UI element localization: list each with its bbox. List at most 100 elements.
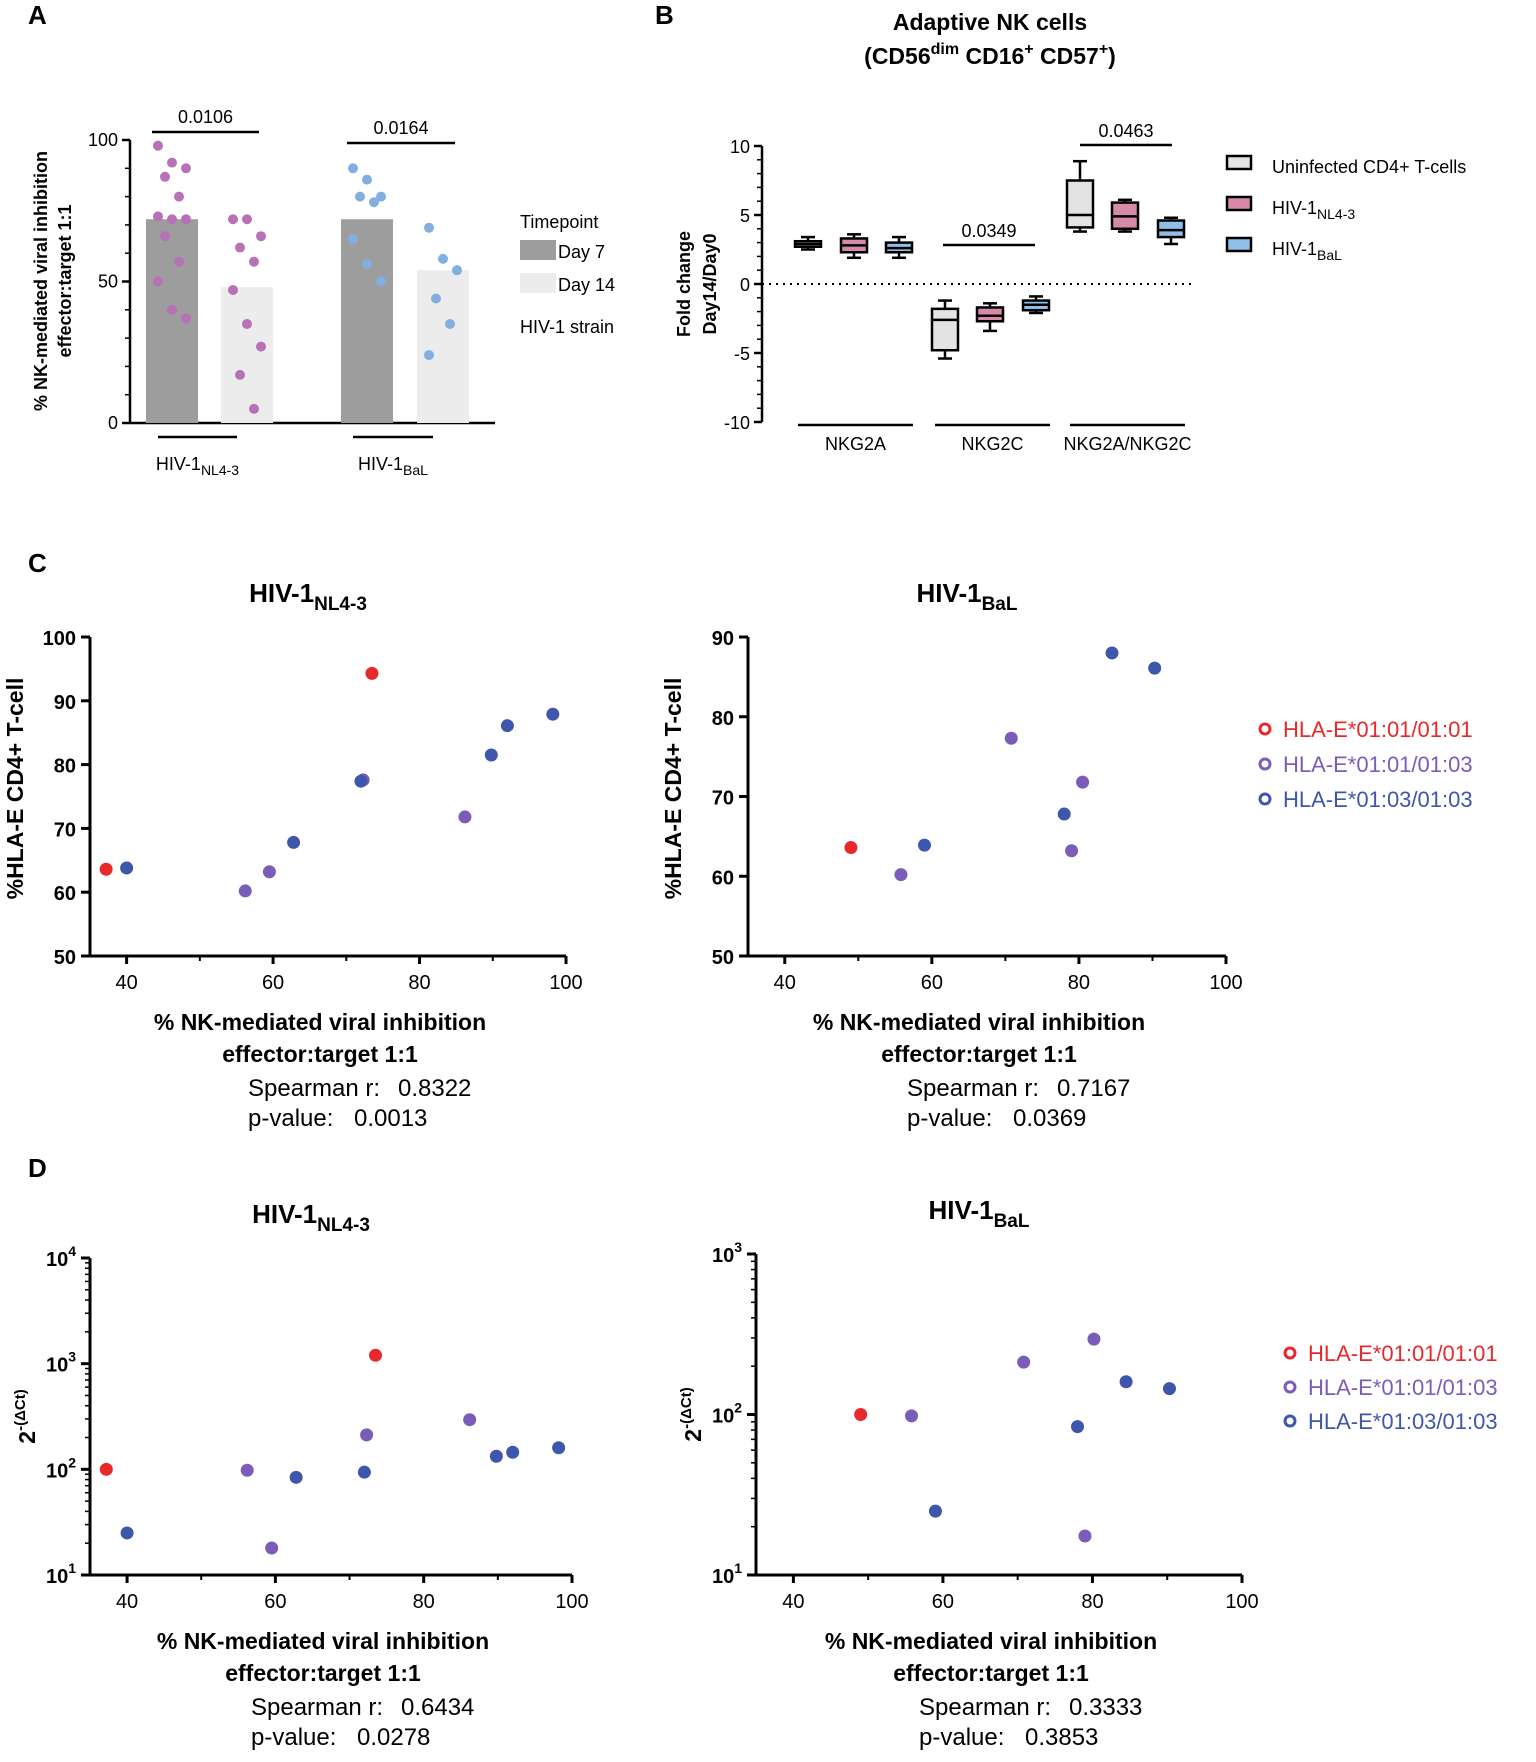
c-left-point-0103 (262, 865, 276, 879)
panel-d-allele-legend: HLA-E*01:01/01:01 HLA-E*01:01/01:03 HLA-E*… (1283, 1341, 1498, 1434)
d-left-stat-p: 0.0278 (357, 1724, 430, 1751)
a-y-axis-title: % NK-mediated viral inhibition effector:t… (31, 151, 75, 411)
c-legend-marker (1258, 722, 1272, 736)
c-left-point-0303 (484, 748, 498, 762)
c-left-x-axis-title-line2: effector:target 1:1 (222, 1041, 418, 1067)
d-left-y-tick-label: 104 (46, 1243, 76, 1271)
d-left-y-axis-title-exp: -(ΔCt) (12, 1389, 29, 1431)
panel-d-left-scatter: HIV-1NL4-340 60 80 1001011021031042-(ΔCt)% … (12, 1199, 589, 1751)
c-legend-marker (1258, 757, 1272, 771)
d-right-x-tick-label: 80 (1081, 1591, 1103, 1613)
d-right-x-axis-title-line2: effector:target 1:1 (893, 1660, 1089, 1686)
a-point (256, 231, 266, 242)
d-right-point-0303 (1071, 1420, 1085, 1434)
d-right-y-tick-exp: 3 (734, 1239, 742, 1255)
d-left-point-0103 (240, 1463, 254, 1477)
c-left-stat-r: 0.8322 (398, 1075, 471, 1102)
c-right-point-0303 (917, 838, 931, 852)
a-point (181, 313, 191, 324)
c-left-y-tick-label: 50 (54, 947, 76, 969)
a-point (242, 318, 252, 329)
b-box (975, 306, 1005, 323)
b-legend-name: HIV-1 (1272, 198, 1317, 218)
d-left-y-tick-label: 102 (46, 1454, 76, 1482)
c-right-y-tick-label: 50 (712, 947, 734, 969)
a-legend-note: HIV-1 strain (520, 317, 614, 337)
b-legend-sub: NL4-3 (1317, 206, 1355, 222)
d-left-y-tick-exp: 4 (68, 1243, 76, 1259)
d-left-stat-r-label: Spearman r: (251, 1694, 383, 1721)
d-left-y-tick-base: 10 (46, 1460, 68, 1482)
c-left-y-tick-label: 90 (54, 692, 76, 714)
d-right-x-tick-label: 60 (932, 1591, 954, 1613)
a-point (424, 222, 434, 233)
d-right-stat-p-label: p-value: (919, 1724, 1004, 1751)
a-point (228, 214, 238, 225)
d-legend-label: HLA-E*01:01/01:03 (1308, 1375, 1498, 1400)
c-right-stat-p-label: p-value: (907, 1105, 992, 1132)
b-legend-swatch (1225, 195, 1253, 212)
c-right-x-axis-title-line1: % NK-mediated viral inhibition (813, 1009, 1145, 1035)
d-left-y-axis-title: 2-(ΔCt) (12, 1389, 40, 1443)
c-left-stat-r-label: Spearman r: (248, 1075, 380, 1102)
d-right-y-tick-label: 103 (712, 1239, 742, 1267)
c-legend-marker (1258, 792, 1272, 806)
d-left-y-tick-exp: 1 (68, 1560, 76, 1576)
b-y-tick-label: 10 (730, 137, 750, 157)
a-y-tick-label: 100 (88, 130, 118, 150)
d-left-point-0303 (552, 1441, 566, 1455)
c-legend-label: HLA-E*01:01/01:03 (1283, 752, 1473, 777)
panel-a-bar-chart: 0 50 100 % NK-mediated viral inhibition effe… (31, 107, 615, 478)
c-left-y-axis-title: %HLA-E CD4+ T-cell (2, 678, 28, 900)
b-title-line2: (CD56dim CD16+ CD57+) (864, 41, 1116, 69)
d-legend-label: HLA-E*01:03/01:03 (1308, 1409, 1498, 1434)
a-point (228, 284, 238, 295)
d-legend-marker (1283, 1414, 1297, 1428)
d-left-y-tick-exp: 3 (68, 1349, 76, 1365)
a-legend-swatch-day7 (520, 240, 556, 260)
d-left-point-0103 (265, 1541, 279, 1555)
d-left-y-tick-exp: 2 (68, 1454, 76, 1470)
a-point (160, 171, 170, 182)
b-y-tick-label: -10 (724, 413, 750, 433)
d-left-title: HIV-1NL4-3 (252, 1199, 370, 1236)
c-right-y-tick-label: 80 (712, 708, 734, 730)
b-title-line1: Adaptive NK cells (893, 9, 1087, 35)
c-right-title-main: HIV-1 (917, 578, 982, 608)
a-strain-label: HIV-1NL4-3 (156, 454, 239, 478)
a-bar-0-0 (146, 219, 198, 423)
a-point (167, 304, 177, 315)
d-left-y-tick-base: 10 (46, 1355, 68, 1377)
d-left-point-0101 (368, 1348, 382, 1362)
c-left-title: HIV-1NL4-3 (249, 578, 367, 615)
a-bar-1-1 (417, 270, 469, 423)
b-legend-label: HIV-1BaL (1272, 239, 1342, 263)
c-left-stat-p: 0.0013 (354, 1105, 427, 1132)
a-bar-1-0 (341, 219, 393, 423)
c-right-point-0103 (894, 868, 908, 882)
a-strain-name: HIV-1 (156, 454, 201, 474)
b-box (930, 307, 960, 352)
c-right-y-tick-label: 90 (712, 628, 734, 650)
d-right-x-tick-label: 40 (782, 1591, 804, 1613)
a-bar-0-1 (221, 287, 273, 423)
b-title-sup: + (1024, 41, 1033, 58)
d-right-x-axis-title-line1: % NK-mediated viral inhibition (825, 1628, 1157, 1654)
a-point (181, 214, 191, 225)
b-legend-sub: BaL (1317, 247, 1342, 263)
a-y-tick-label: 50 (98, 272, 118, 292)
b-title-part: CD16 (959, 43, 1024, 69)
d-right-point-0103 (1078, 1529, 1092, 1543)
c-right-point-0303 (1057, 807, 1071, 821)
b-legend-label: Uninfected CD4+ T-cells (1272, 157, 1466, 177)
d-right-stat-r-label: Spearman r: (919, 1694, 1051, 1721)
a-point (431, 293, 441, 304)
a-strain-name: HIV-1 (358, 454, 403, 474)
b-box (1065, 179, 1095, 229)
d-left-point-0103 (463, 1413, 477, 1427)
d-right-y-tick-base: 10 (712, 1406, 734, 1428)
d-left-x-tick-label: 100 (555, 1591, 588, 1613)
c-left-y-tick-label: 100 (43, 628, 76, 650)
d-right-title-main: HIV-1 (929, 1195, 994, 1225)
